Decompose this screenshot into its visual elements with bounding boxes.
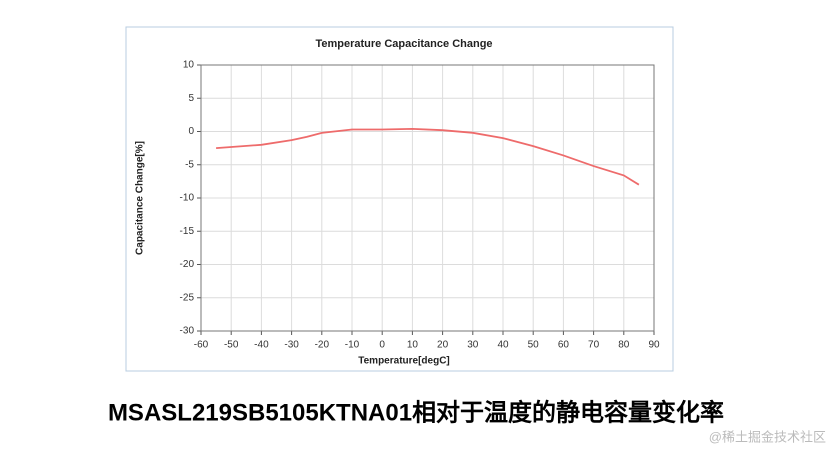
y-tick-label: -10 (180, 193, 195, 204)
x-tick-label: 0 (379, 340, 385, 351)
x-tick-label: 80 (618, 340, 630, 351)
caption: MSASL219SB5105KTNA01相对于温度的静电容量变化率 (108, 398, 724, 426)
x-tick-label: 20 (437, 340, 449, 351)
x-axis-label: Temperature[degC] (358, 356, 450, 367)
x-tick-label: 90 (648, 340, 660, 351)
chart-title: Temperature Capacitance Change (315, 38, 492, 50)
watermark: @稀土掘金技术社区 (709, 429, 826, 444)
x-tick-label: -60 (194, 340, 209, 351)
y-tick-label: 10 (183, 60, 195, 71)
y-tick-label: -30 (180, 326, 195, 337)
plot-border (200, 64, 655, 332)
y-tick-label: -15 (180, 226, 195, 237)
x-tick-label: 30 (467, 340, 479, 351)
y-tick-label: -5 (185, 159, 194, 170)
y-tick-label: -20 (180, 259, 195, 270)
x-tick-label: 70 (588, 340, 600, 351)
x-tick-label: -10 (345, 340, 360, 351)
y-tick-label: 5 (188, 93, 194, 104)
x-tick-label: -20 (315, 340, 330, 351)
x-tick-label: 10 (407, 340, 419, 351)
x-tick-label: -50 (224, 340, 239, 351)
x-tick-label: 40 (497, 340, 509, 351)
y-axis-label: Capacitance Change[%] (135, 141, 146, 255)
y-tick-label: -25 (180, 292, 195, 303)
data-line (216, 127, 640, 186)
chart-frame (125, 26, 674, 372)
x-tick-label: 50 (528, 340, 540, 351)
y-tick-label: 0 (188, 126, 194, 137)
x-tick-label: 60 (558, 340, 570, 351)
x-tick-label: -40 (254, 340, 269, 351)
x-tick-label: -30 (284, 340, 299, 351)
